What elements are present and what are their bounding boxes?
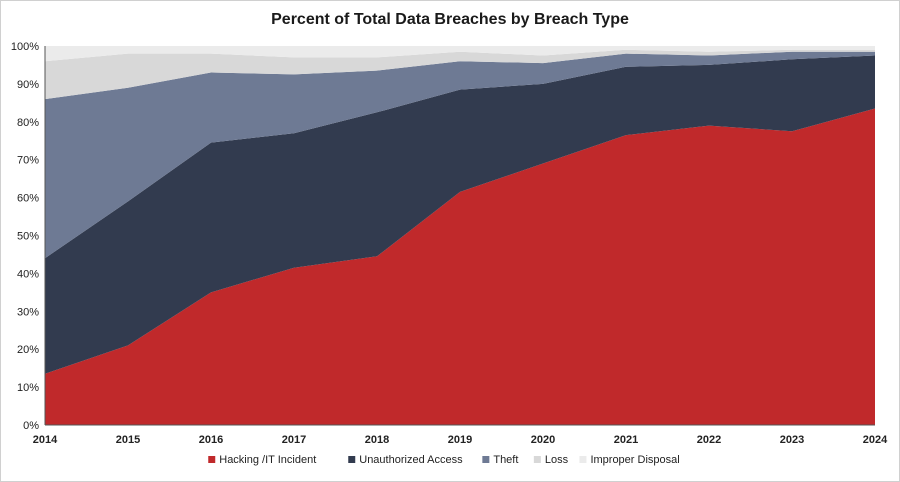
- y-tick-label: 40%: [17, 268, 39, 280]
- x-tick-label: 2022: [697, 434, 721, 446]
- x-tick-label: 2016: [199, 434, 223, 446]
- y-tick-label: 70%: [17, 155, 39, 167]
- y-tick-label: 10%: [17, 382, 39, 394]
- legend-swatch: [533, 456, 541, 463]
- legend-swatch: [208, 456, 216, 463]
- legend-label: Loss: [545, 454, 569, 466]
- chart-title: Percent of Total Data Breaches by Breach…: [271, 11, 629, 28]
- legend-swatch: [579, 456, 587, 463]
- x-tick-label: 2019: [448, 434, 472, 446]
- y-tick-label: 100%: [11, 41, 39, 53]
- area-series-unauthorized-access: [45, 55, 875, 374]
- area-series-loss: [45, 49, 875, 100]
- area-series-theft: [45, 51, 875, 259]
- legend-label: Hacking /IT Incident: [219, 454, 316, 466]
- area-series-improper-disposal: [45, 46, 875, 62]
- x-tick-label: 2023: [780, 434, 804, 446]
- x-tick-label: 2020: [531, 434, 555, 446]
- y-tick-label: 30%: [17, 306, 39, 318]
- y-tick-label: 90%: [17, 79, 39, 91]
- legend-swatch: [482, 456, 490, 463]
- area-series-hacking-it-incident: [45, 108, 875, 425]
- x-tick-label: 2014: [33, 434, 58, 446]
- y-tick-label: 0%: [23, 420, 39, 432]
- y-tick-label: 80%: [17, 117, 39, 129]
- legend-label: Unauthorized Access: [359, 454, 463, 466]
- x-tick-label: 2024: [863, 434, 888, 446]
- x-tick-label: 2015: [116, 434, 140, 446]
- x-tick-label: 2018: [365, 434, 389, 446]
- x-tick-label: 2021: [614, 434, 638, 446]
- y-tick-label: 60%: [17, 193, 39, 205]
- y-tick-label: 20%: [17, 344, 39, 356]
- y-tick-label: 50%: [17, 231, 39, 243]
- legend-swatch: [348, 456, 356, 463]
- legend-label: Theft: [493, 454, 518, 466]
- x-tick-label: 2017: [282, 434, 306, 446]
- legend-label: Improper Disposal: [590, 454, 679, 466]
